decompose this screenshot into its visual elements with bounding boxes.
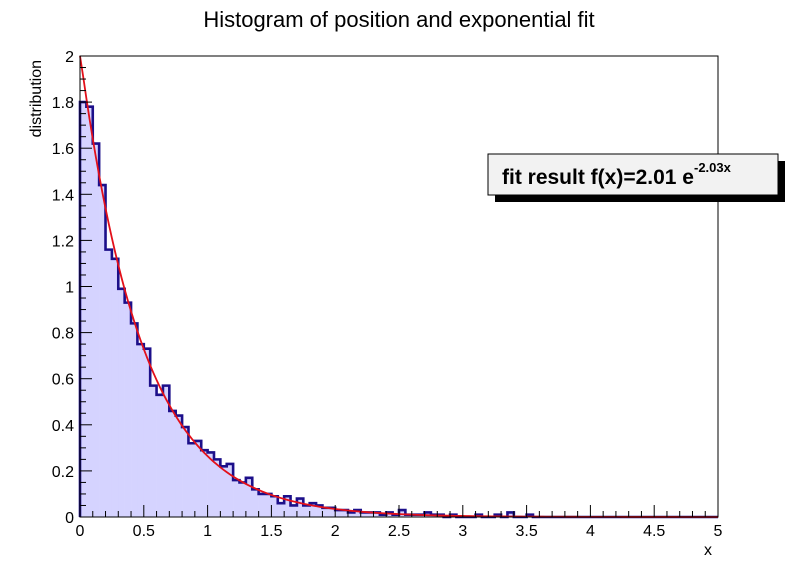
histogram-bar: [111, 258, 119, 517]
histogram-bar: [137, 344, 145, 517]
histogram-bar: [213, 459, 221, 517]
histogram-bar: [367, 512, 374, 517]
histogram-bar: [347, 512, 355, 517]
x-axis: 0 0.5 1 1.5 2 2.5 3 3.5 4 4.5 5: [76, 505, 723, 540]
histogram-bar: [175, 415, 183, 517]
y-tick-label: 0.6: [52, 372, 74, 389]
y-axis: 0 0.2 0.4 0.6 0.8 1 1.2 1.4 1.6 1.8 2: [52, 49, 92, 527]
y-tick-label: 1: [65, 280, 74, 297]
histogram-bar: [290, 505, 298, 517]
x-tick-label: 4.5: [643, 523, 665, 540]
chart-title: Histogram of position and exponential fi…: [203, 7, 594, 32]
x-tick-label: 2.5: [388, 523, 410, 540]
histogram-bar: [118, 288, 125, 517]
histogram-bar: [156, 394, 164, 517]
histogram-bar: [271, 496, 279, 517]
histogram-bar: [233, 480, 240, 517]
histogram-bar: [162, 385, 170, 517]
histogram-bar: [309, 503, 317, 517]
x-tick-label: 2: [331, 523, 340, 540]
histogram-bar: [265, 493, 272, 517]
histogram-bar: [131, 323, 138, 517]
histogram-bar: [322, 507, 330, 517]
x-tick-label: 5: [714, 523, 723, 540]
histogram-bar: [341, 510, 349, 517]
histogram-bar: [335, 510, 342, 517]
histogram-bar: [328, 507, 336, 517]
x-tick-label: 0: [76, 523, 85, 540]
y-tick-label: 2: [65, 49, 74, 66]
y-axis-label: distribution: [28, 60, 45, 137]
histogram-bar: [245, 477, 253, 517]
histogram-bar: [169, 410, 176, 517]
histogram-bar: [92, 143, 100, 517]
histogram-bar: [354, 510, 362, 517]
histogram-bar: [373, 512, 381, 517]
histogram-bar: [105, 249, 113, 517]
histogram-bar: [86, 106, 94, 518]
histogram-bar: [226, 463, 234, 517]
histogram-bar: [303, 505, 310, 517]
histogram-bar: [507, 512, 515, 517]
y-tick-label: 1.8: [52, 95, 74, 112]
histogram-bar: [150, 385, 157, 517]
histogram-bar: [99, 185, 106, 517]
fit-result-text: fit result f(x)=2.01 e-2.03x: [502, 160, 732, 189]
y-tick-label: 1.6: [52, 141, 74, 158]
histogram-bar: [386, 512, 393, 517]
fit-result-box: fit result f(x)=2.01 e-2.03x: [487, 153, 785, 202]
histogram-bar: [143, 348, 151, 517]
x-tick-label: 1.5: [260, 523, 282, 540]
histogram-bar: [360, 512, 368, 517]
x-tick-label: 0.5: [133, 523, 155, 540]
x-axis-label: x: [704, 542, 712, 559]
y-tick-label: 0.8: [52, 326, 74, 343]
histogram-bar: [194, 440, 202, 517]
histogram-bar: [207, 452, 215, 517]
x-tick-label: 1: [203, 523, 212, 540]
histogram-bars: [80, 102, 534, 518]
histogram-bar: [296, 498, 304, 517]
y-tick-label: 0: [65, 510, 74, 527]
fit-result-exponent: -2.03x: [694, 160, 732, 175]
y-tick-label: 0.2: [52, 464, 74, 481]
histogram-bar: [316, 505, 323, 517]
histogram-bar: [258, 493, 266, 517]
y-tick-label: 1.2: [52, 233, 74, 250]
histogram-bar: [284, 496, 291, 517]
y-tick-label: 1.4: [52, 187, 74, 204]
histogram-bar: [124, 302, 132, 517]
histogram-bar: [277, 503, 285, 517]
histogram-bar: [239, 482, 247, 517]
histogram-bar: [201, 450, 208, 517]
y-tick-label: 0.4: [52, 418, 74, 435]
x-tick-label: 3: [458, 523, 467, 540]
histogram-bar: [252, 489, 259, 517]
histogram-bar: [182, 427, 189, 517]
fit-result-main: fit result f(x)=2.01 e: [502, 166, 694, 189]
histogram-bar: [220, 466, 228, 517]
histogram-bar: [188, 443, 196, 517]
x-tick-label: 4: [586, 523, 595, 540]
fit-result-panel: [487, 153, 779, 196]
x-tick-label: 3.5: [515, 523, 537, 540]
